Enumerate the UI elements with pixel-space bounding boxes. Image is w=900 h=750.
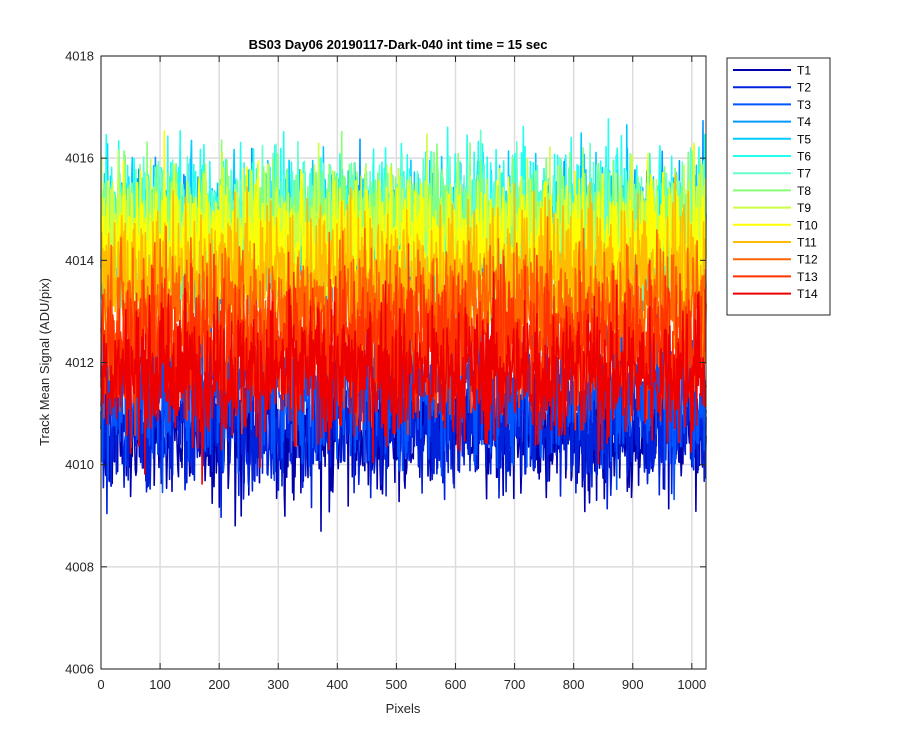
x-tick-label: 200 bbox=[208, 677, 230, 692]
legend-label: T10 bbox=[797, 218, 818, 232]
legend-label: T6 bbox=[797, 150, 811, 164]
y-tick-label: 4006 bbox=[65, 662, 94, 677]
legend-label: T3 bbox=[797, 98, 811, 112]
series-line-T14 bbox=[100, 271, 707, 485]
chart-title: BS03 Day06 20190117-Dark-040 int time = … bbox=[249, 37, 548, 52]
legend-box bbox=[726, 57, 831, 316]
legend-label: T7 bbox=[797, 167, 811, 181]
legend-label: T9 bbox=[797, 201, 811, 215]
legend-label: T4 bbox=[797, 115, 811, 129]
legend-label: T12 bbox=[797, 253, 818, 267]
y-tick-label: 4014 bbox=[65, 253, 94, 268]
legend: T1 T2 T3 T4 T5 T6 T7 T8 T9 T10 T11 T12 T13 T14 bbox=[726, 57, 831, 316]
legend-label: T8 bbox=[797, 184, 811, 198]
y-axis-label: Track Mean Signal (ADU/pix) bbox=[37, 278, 52, 446]
series-lines bbox=[100, 118, 707, 532]
x-tick-label: 700 bbox=[504, 677, 526, 692]
legend-label: T13 bbox=[797, 270, 818, 284]
legend-label: T1 bbox=[797, 64, 811, 78]
legend-label: T2 bbox=[797, 81, 811, 95]
x-tick-label: 500 bbox=[386, 677, 408, 692]
x-tick-label: 800 bbox=[563, 677, 585, 692]
x-tick-label: 300 bbox=[267, 677, 289, 692]
axes: 0 100 200 300 400 500 600 700 800 900 1000 4006 4008… bbox=[65, 49, 706, 693]
x-tick-label: 1000 bbox=[677, 677, 706, 692]
x-tick-label: 100 bbox=[149, 677, 171, 692]
x-tick-label: 600 bbox=[445, 677, 467, 692]
x-tick-label: 400 bbox=[326, 677, 348, 692]
x-tick-label: 0 bbox=[97, 677, 104, 692]
y-tick-label: 4008 bbox=[65, 559, 94, 574]
legend-label: T5 bbox=[797, 132, 811, 146]
x-tick-label: 900 bbox=[622, 677, 644, 692]
y-tick-label: 4016 bbox=[65, 151, 94, 166]
y-tick-label: 4012 bbox=[65, 355, 94, 370]
legend-label: T11 bbox=[797, 236, 817, 250]
legend-label: T14 bbox=[797, 287, 818, 301]
series-line-T12 bbox=[100, 216, 707, 416]
y-tick-label: 4010 bbox=[65, 457, 94, 472]
x-axis-label: Pixels bbox=[386, 701, 421, 716]
y-tick-label: 4018 bbox=[65, 49, 94, 64]
